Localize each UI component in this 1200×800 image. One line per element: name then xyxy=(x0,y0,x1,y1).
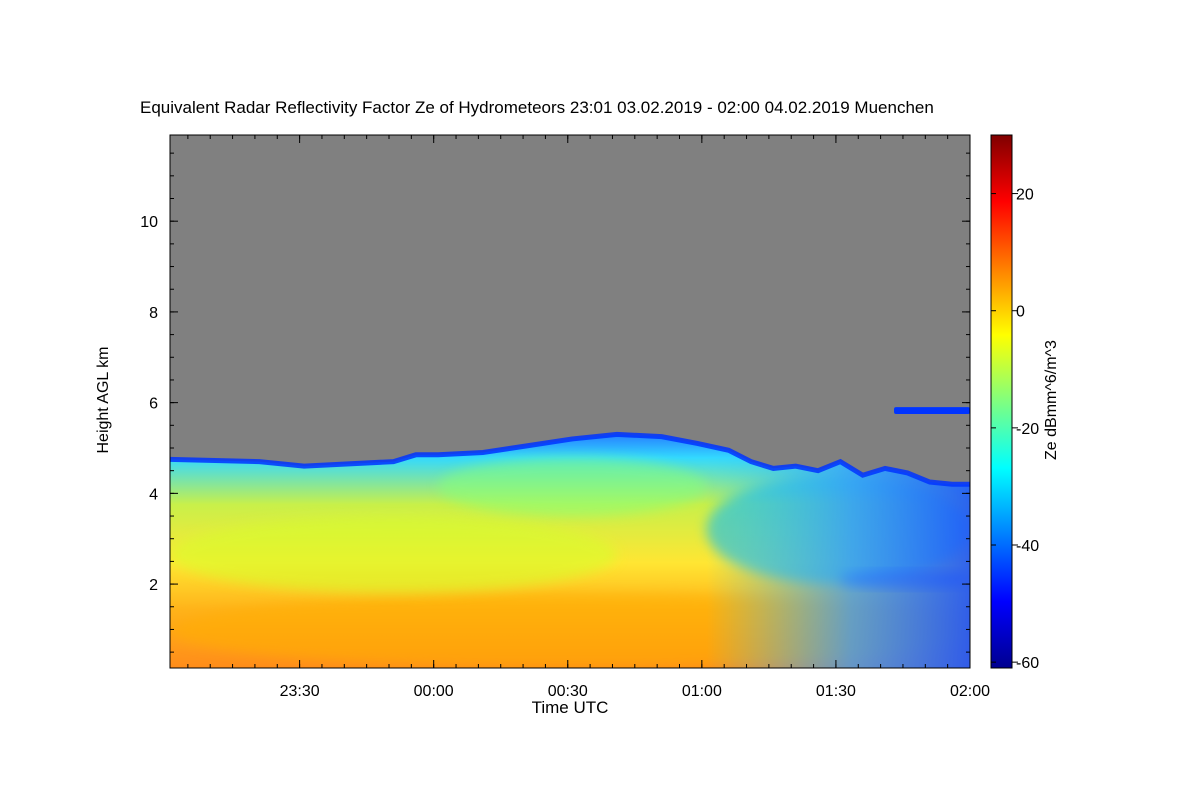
x-tick-label: 01:30 xyxy=(816,683,856,700)
colorbar-tick-label: 20 xyxy=(1016,187,1034,204)
echo-detail xyxy=(170,434,970,668)
y-tick-label: 8 xyxy=(149,305,158,322)
reflectivity-field xyxy=(170,407,970,668)
x-axis-label: Time UTC xyxy=(531,698,609,717)
ze-region-2 xyxy=(438,457,707,517)
colorbar-tick-label: -20 xyxy=(1016,421,1039,438)
colorbar-tick-label: 0 xyxy=(1016,304,1025,321)
plot-frame xyxy=(169,134,971,669)
x-tick-label: 23:30 xyxy=(280,683,320,700)
y-tick-label: 10 xyxy=(140,214,158,231)
chart-title: Equivalent Radar Reflectivity Factor Ze … xyxy=(140,98,934,117)
echo-top-edge xyxy=(170,431,970,487)
colorbar-scale xyxy=(990,134,1013,669)
y-tick-label: 6 xyxy=(149,396,158,413)
y-tick-label: 4 xyxy=(149,486,158,503)
upper-thin-layer xyxy=(894,407,970,414)
x-tick-label: 01:00 xyxy=(682,683,722,700)
axes: 2 4 6 8 10 23:30 00:00 00:30 01:00 01:30 02:00 xyxy=(140,135,990,700)
y-tick-label: 2 xyxy=(149,577,158,594)
plot-area xyxy=(170,135,970,668)
x-tick-label: 02:00 xyxy=(950,683,990,700)
colorbar xyxy=(990,134,1013,669)
colorbar-tick-label: -40 xyxy=(1016,538,1039,555)
x-tick-label: 00:30 xyxy=(548,683,588,700)
colorbar-tick-label: -60 xyxy=(1016,655,1039,672)
x-tick-label: 00:00 xyxy=(414,683,454,700)
ze-region-1 xyxy=(170,516,617,594)
colorbar-ticks: -60 -40 -20 0 20 xyxy=(991,187,1039,672)
